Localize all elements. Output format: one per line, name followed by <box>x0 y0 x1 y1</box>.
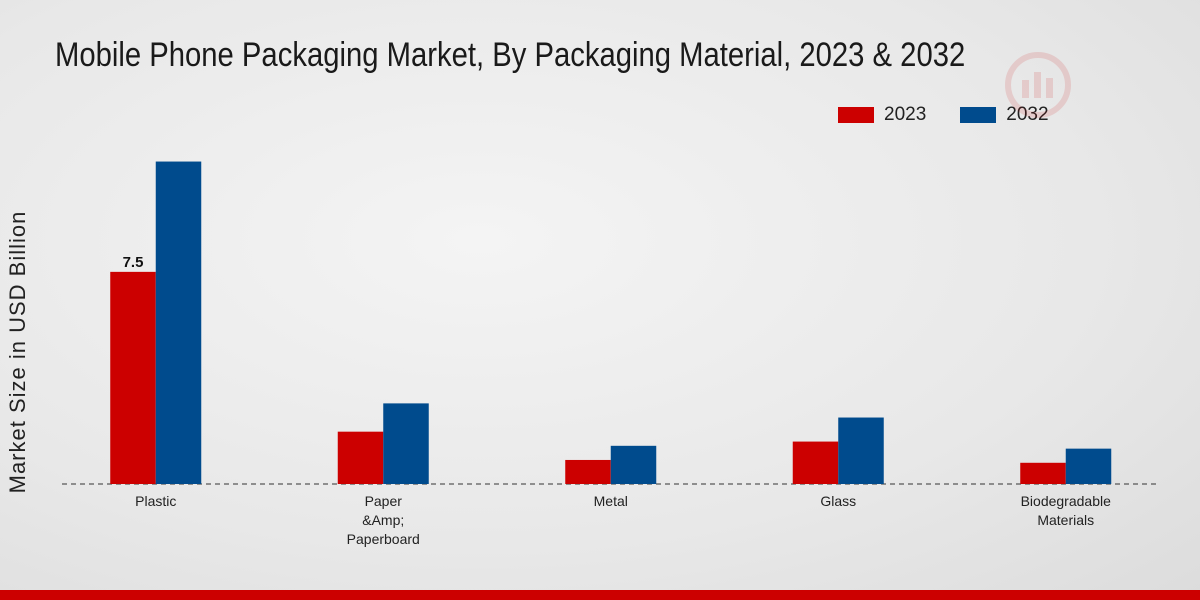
legend: 2023 2032 <box>838 104 1083 126</box>
bar-2023-3[interactable] <box>792 441 839 484</box>
bar-2032-3[interactable] <box>838 417 884 484</box>
x-tick-label-3: Glass <box>820 493 856 509</box>
bar-2023-1[interactable] <box>337 431 384 484</box>
legend-label-2023: 2023 <box>884 104 927 125</box>
bar-2023-0[interactable] <box>110 271 156 484</box>
watermark-logo-icon <box>1005 52 1071 118</box>
bar-2032-0[interactable] <box>155 161 202 485</box>
bar-2032-2[interactable] <box>610 445 657 484</box>
legend-swatch-2032 <box>960 107 997 123</box>
x-tick-label-0: Plastic <box>135 493 176 509</box>
x-tick-label-1: Paper &Amp; Paperboard <box>347 493 420 547</box>
bar-2032-4[interactable] <box>1065 448 1112 484</box>
legend-item-2032[interactable]: 2032 <box>960 104 1049 126</box>
bar-2032-1[interactable] <box>383 403 429 484</box>
legend-item-2023[interactable]: 2023 <box>838 104 926 126</box>
x-tick-label-4: Biodegradable Materials <box>1021 493 1112 528</box>
bar-2023-2[interactable] <box>565 459 611 484</box>
x-tick-label-2: Metal <box>594 493 628 509</box>
bottom-accent-bar <box>0 590 1200 600</box>
bar-2023-4[interactable] <box>1020 462 1066 484</box>
legend-label-2032: 2032 <box>1006 104 1049 125</box>
data-label-0: 7.5 <box>123 254 144 271</box>
chart-title: Mobile Phone Packaging Market, By Packag… <box>55 36 966 74</box>
legend-swatch-2023 <box>838 107 874 123</box>
